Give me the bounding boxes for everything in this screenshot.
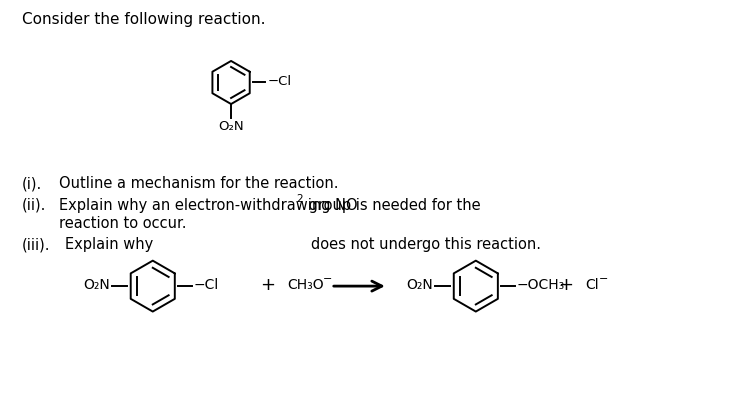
Text: −: − bbox=[599, 274, 609, 284]
Text: Consider the following reaction.: Consider the following reaction. bbox=[22, 12, 265, 27]
Text: 2: 2 bbox=[297, 194, 303, 204]
Text: O₂N: O₂N bbox=[406, 278, 433, 292]
Text: O₂N: O₂N bbox=[83, 278, 110, 292]
Text: (ii).: (ii). bbox=[22, 198, 46, 213]
Text: does not undergo this reaction.: does not undergo this reaction. bbox=[311, 237, 542, 252]
Text: −OCH₃: −OCH₃ bbox=[517, 278, 565, 292]
Text: group is needed for the: group is needed for the bbox=[304, 198, 480, 213]
Text: +: + bbox=[260, 276, 275, 294]
Text: Outline a mechanism for the reaction.: Outline a mechanism for the reaction. bbox=[59, 177, 338, 191]
Text: (i).: (i). bbox=[22, 177, 42, 191]
Text: Explain why an electron-withdrawing NO: Explain why an electron-withdrawing NO bbox=[59, 198, 358, 213]
Text: O₂N: O₂N bbox=[218, 120, 244, 133]
Text: +: + bbox=[558, 276, 574, 294]
Text: −: − bbox=[323, 274, 332, 284]
Text: CH₃O: CH₃O bbox=[287, 278, 323, 292]
Text: Cl: Cl bbox=[586, 278, 599, 292]
Text: −Cl: −Cl bbox=[267, 75, 292, 88]
Text: −Cl: −Cl bbox=[194, 278, 219, 292]
Text: (iii).: (iii). bbox=[22, 237, 50, 252]
Text: reaction to occur.: reaction to occur. bbox=[59, 215, 186, 230]
Text: Explain why: Explain why bbox=[64, 237, 153, 252]
